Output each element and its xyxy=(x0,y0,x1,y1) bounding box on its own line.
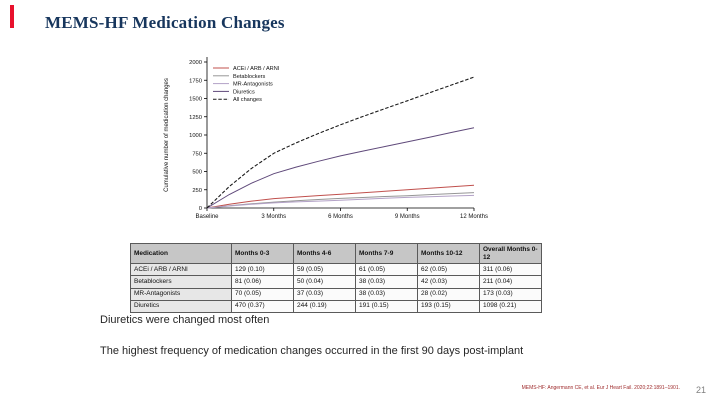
y-tick-label: 500 xyxy=(192,170,202,176)
y-tick-label: 1000 xyxy=(189,133,202,139)
medication-chart: 0 250 500 750 1000 1250 1500 1750 2000 Baseline 3 … xyxy=(132,50,542,240)
table-cell: 42 (0.03) xyxy=(417,275,480,289)
table-cell: 470 (0.37) xyxy=(231,299,294,313)
y-axis-label: Cumulative number of medication changes xyxy=(164,78,170,192)
legend-label: Diuretics xyxy=(233,89,255,95)
legend-label: ACEi / ARB / ARNI xyxy=(233,66,280,72)
table-cell: 70 (0.05) xyxy=(231,287,294,301)
y-tick-label: 1750 xyxy=(189,78,202,84)
series-acei-arb-arni xyxy=(206,184,475,209)
medication-name: Diuretics xyxy=(130,299,232,313)
table-cell: 28 (0.02) xyxy=(417,287,480,301)
x-tick-label: 6 Months xyxy=(328,214,353,220)
series-lines xyxy=(206,76,475,209)
series-diuretics xyxy=(206,127,475,209)
table-cell: 211 (0.04) xyxy=(479,275,542,289)
table-row: Betablockers 81 (0.06) 50 (0.04) 38 (0.03) 4… xyxy=(130,275,542,289)
medication-name: ACEi / ARB / ARNI xyxy=(130,263,232,277)
col-header: Months 4-6 xyxy=(293,242,356,265)
table-cell: 59 (0.05) xyxy=(293,263,356,277)
bullet-frequency: The highest frequency of medication chan… xyxy=(100,345,524,357)
medication-table: Medication Months 0-3 Months 4-6 Months 7-9… xyxy=(130,242,542,313)
chart-svg: 0 250 500 750 1000 1250 1500 1750 2000 Baseline 3 … xyxy=(164,57,488,220)
y-tick-label: 0 xyxy=(199,206,202,212)
y-tick-label: 1500 xyxy=(189,97,202,103)
page-number: 21 xyxy=(695,385,706,395)
x-tick-label: Baseline xyxy=(195,214,219,220)
medication-name: MR-Antagonists xyxy=(130,287,232,301)
table-cell: 311 (0.06) xyxy=(479,263,542,277)
table-cell: 129 (0.10) xyxy=(231,263,294,277)
table-row: MR-Antagonists 70 (0.05) 37 (0.03) 38 (0.03… xyxy=(130,287,542,301)
x-tick-label: 3 Months xyxy=(261,214,286,220)
legend-label: All changes xyxy=(233,97,262,103)
table-cell: 61 (0.05) xyxy=(355,263,418,277)
table-cell: 38 (0.03) xyxy=(355,275,418,289)
footnote-reference: MEMS-HF: Angermann CE, et al. Eur J Hear… xyxy=(521,385,680,391)
legend-label: MR-Antagonists xyxy=(233,82,273,88)
col-header: Months 0-3 xyxy=(231,242,294,265)
table-cell: 38 (0.03) xyxy=(355,287,418,301)
bullet-diuretics: Diuretics were changed most often xyxy=(100,314,270,326)
col-header-medication: Medication xyxy=(130,242,232,265)
legend-label: Betablockers xyxy=(233,74,266,80)
table-cell: 173 (0.03) xyxy=(479,287,542,301)
table-cell: 81 (0.06) xyxy=(231,275,294,289)
y-axis: 0 250 500 750 1000 1250 1500 1750 2000 xyxy=(189,60,207,212)
table-cell: 244 (0.19) xyxy=(293,299,356,313)
table-cell: 37 (0.03) xyxy=(293,287,356,301)
medication-name: Betablockers xyxy=(130,275,232,289)
col-header: Overall Months 0-12 xyxy=(479,242,542,265)
y-tick-label: 1250 xyxy=(189,115,202,121)
table-row: Diuretics 470 (0.37) 244 (0.19) 191 (0.15) 1… xyxy=(130,299,542,313)
x-tick-label: 9 Months xyxy=(395,214,420,220)
y-tick-label: 750 xyxy=(192,151,202,157)
legend: ACEi / ARB / ARNI Betablockers MR-Antagoni… xyxy=(213,66,280,103)
col-header: Months 10-12 xyxy=(417,242,480,265)
y-tick-label: 2000 xyxy=(189,60,202,66)
col-header: Months 7-9 xyxy=(355,242,418,265)
x-tick-label: 12 Months xyxy=(460,214,488,220)
table-cell: 193 (0.15) xyxy=(417,299,480,313)
series-all-changes xyxy=(206,76,475,209)
table-header-row: Medication Months 0-3 Months 4-6 Months 7-9… xyxy=(130,242,542,265)
x-axis: Baseline 3 Months 6 Months 9 Months 12 Month… xyxy=(195,208,488,220)
table-cell: 62 (0.05) xyxy=(417,263,480,277)
table-row: ACEi / ARB / ARNI 129 (0.10) 59 (0.05) 61 (… xyxy=(130,263,542,277)
accent-bar xyxy=(10,5,14,28)
table-cell: 1098 (0.21) xyxy=(479,299,542,313)
series-mr-antagonists xyxy=(206,194,475,209)
y-tick-label: 250 xyxy=(192,188,202,194)
table-cell: 191 (0.15) xyxy=(355,299,418,313)
table-cell: 50 (0.04) xyxy=(293,275,356,289)
page-title: MEMS-HF Medication Changes xyxy=(45,13,285,32)
